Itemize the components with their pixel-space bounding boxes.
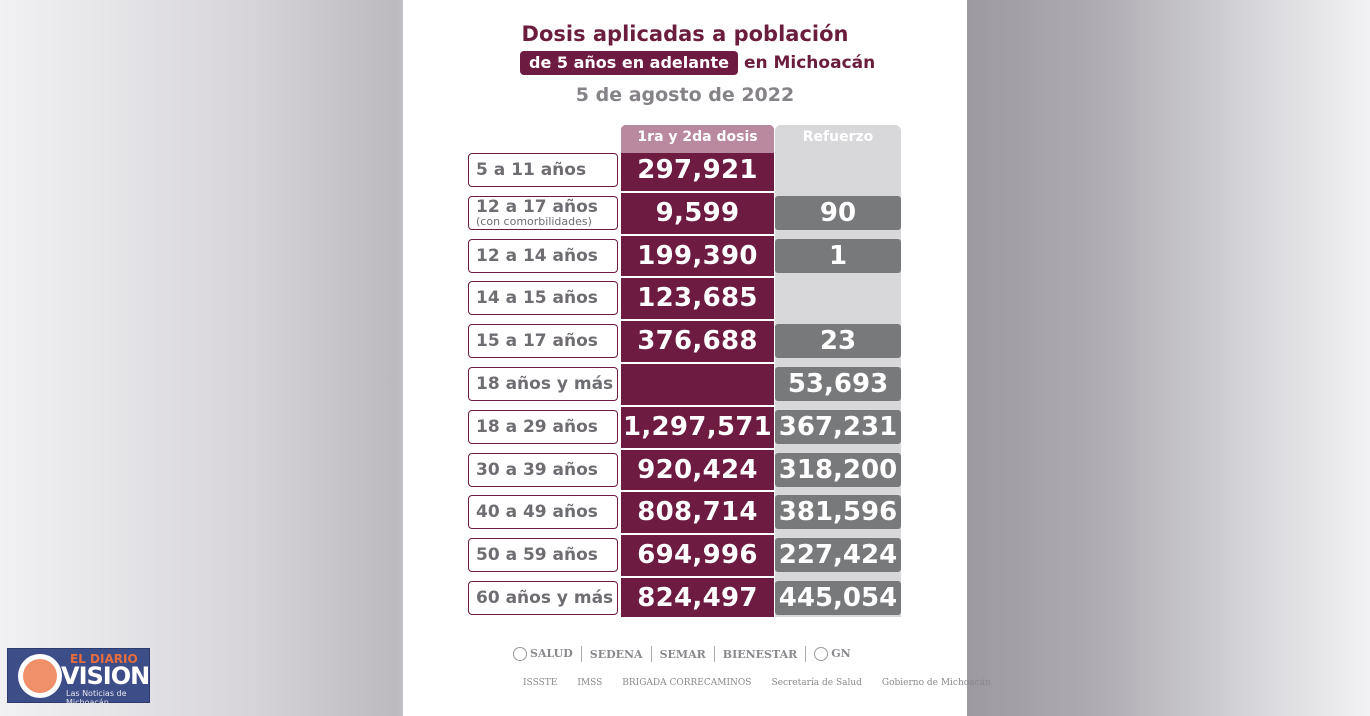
age-group-label: 18 años y más (468, 367, 618, 401)
brand-name: VISION (61, 662, 150, 690)
row-separator (621, 234, 774, 236)
booster-value (775, 153, 901, 187)
brand-circle-icon (18, 654, 62, 698)
booster-value: 23 (775, 324, 901, 358)
age-group-label: 12 a 14 años (468, 239, 618, 273)
brigada-logo: BRIGADA CORRECAMINOS (622, 678, 752, 688)
booster-value: 90 (775, 196, 901, 230)
age-group-text: 40 a 49 años (476, 501, 598, 522)
first-second-dose-value: 920,424 (637, 455, 758, 485)
age-group-text: 12 a 14 años (476, 245, 598, 266)
age-group-text: 12 a 17 años (476, 197, 598, 217)
title-line2: de 5 años en adelante en Michoacán (520, 51, 875, 75)
age-group-text: 14 a 15 años (476, 287, 598, 308)
doses-column-header: 1ra y 2da dosis (637, 129, 758, 145)
brand-tagline: Las Noticias de Michoacán (66, 689, 127, 707)
age-group-text: 15 a 17 años (476, 330, 598, 351)
age-group-label: 15 a 17 años (468, 324, 618, 358)
first-second-dose-value: 694,996 (637, 540, 758, 570)
gn-seal-icon (814, 647, 829, 661)
age-group-label: 30 a 39 años (468, 453, 618, 487)
age-group-label: 60 años y más (468, 581, 618, 615)
salud-seal-icon (513, 647, 527, 661)
row-separator (621, 319, 774, 321)
age-group-label: 12 a 17 años (con comorbilidades) (468, 196, 618, 230)
first-second-dose-value: 824,497 (637, 583, 758, 613)
divider (805, 646, 807, 662)
doses-column-bg (621, 125, 774, 617)
first-second-dose-value (621, 365, 774, 403)
age-group-label: 50 a 59 años (468, 538, 618, 572)
salud-logo: SALUD (513, 647, 573, 661)
title-line1: Dosis aplicadas a población (521, 22, 849, 46)
semar-logo: SEMAR (659, 647, 706, 661)
row-separator (621, 362, 774, 364)
booster-value: 1 (775, 239, 901, 273)
el-diario-vision-watermark: EL DIARIO VISION Las Noticias de Michoac… (7, 648, 150, 707)
age-group-text: 5 a 11 años (476, 159, 587, 180)
first-second-dose-value: 808,714 (637, 497, 758, 527)
age-group-label: 14 a 15 años (468, 281, 618, 315)
divider (713, 646, 715, 662)
row-separator (621, 533, 774, 535)
age-group-text: 30 a 39 años (476, 459, 598, 480)
first-second-dose-value: 1,297,571 (622, 412, 773, 442)
booster-value (775, 281, 901, 315)
age-group-label: 40 a 49 años (468, 495, 618, 529)
row-separator (621, 276, 774, 278)
divider (650, 646, 652, 662)
title-rest: en Michoacán (743, 53, 876, 73)
booster-column-header: Refuerzo (802, 129, 874, 145)
report-date: 5 de agosto de 2022 (575, 84, 795, 106)
infographic-card: Dosis aplicadas a población de 5 años en… (403, 0, 991, 716)
title-pill: de 5 años en adelante (520, 51, 738, 75)
first-second-dose-value: 9,599 (655, 198, 740, 228)
first-second-dose-value: 376,688 (637, 326, 758, 356)
booster-value: 227,424 (775, 538, 901, 572)
institution-logos-row1: SALUD SEDENA SEMAR BIENESTAR GN (513, 646, 863, 662)
age-group-label: 5 a 11 años (468, 153, 618, 187)
row-separator (621, 448, 774, 450)
booster-value: 381,596 (775, 495, 901, 529)
row-separator (621, 191, 774, 193)
secretaria-salud-logo: Secretaría de Salud (771, 678, 862, 688)
age-group-text: 50 a 59 años (476, 544, 598, 565)
institution-logos-row2: ISSSTE IMSS BRIGADA CORRECAMINOS Secreta… (523, 675, 991, 691)
age-group-text: 18 años y más (476, 373, 614, 394)
age-group-label: 18 a 29 años (468, 410, 618, 444)
bienestar-logo: BIENESTAR (722, 647, 798, 661)
gn-logo: GN (814, 647, 851, 661)
divider (580, 646, 582, 662)
sedena-logo: SEDENA (589, 647, 643, 661)
age-group-note: (con comorbilidades) (476, 215, 592, 228)
gobierno-michoacan-logo: Gobierno de Michoacán (881, 678, 991, 688)
first-second-dose-value: 123,685 (637, 283, 758, 313)
issste-logo: ISSSTE (523, 678, 558, 688)
row-separator (621, 405, 774, 407)
row-separator (621, 490, 774, 492)
booster-value: 445,054 (775, 581, 901, 615)
brand-top: EL DIARIO (70, 652, 138, 666)
imss-logo: IMSS (577, 678, 603, 688)
age-group-text: 18 a 29 años (476, 416, 598, 437)
row-separator (621, 576, 774, 578)
first-second-dose-value: 199,390 (637, 241, 758, 271)
booster-value: 367,231 (775, 410, 901, 444)
doses-column-header-bg (621, 125, 774, 153)
booster-value: 53,693 (775, 367, 901, 401)
age-group-text: 60 años y más (476, 587, 614, 608)
booster-value: 318,200 (775, 453, 901, 487)
first-second-dose-value: 297,921 (637, 155, 758, 185)
